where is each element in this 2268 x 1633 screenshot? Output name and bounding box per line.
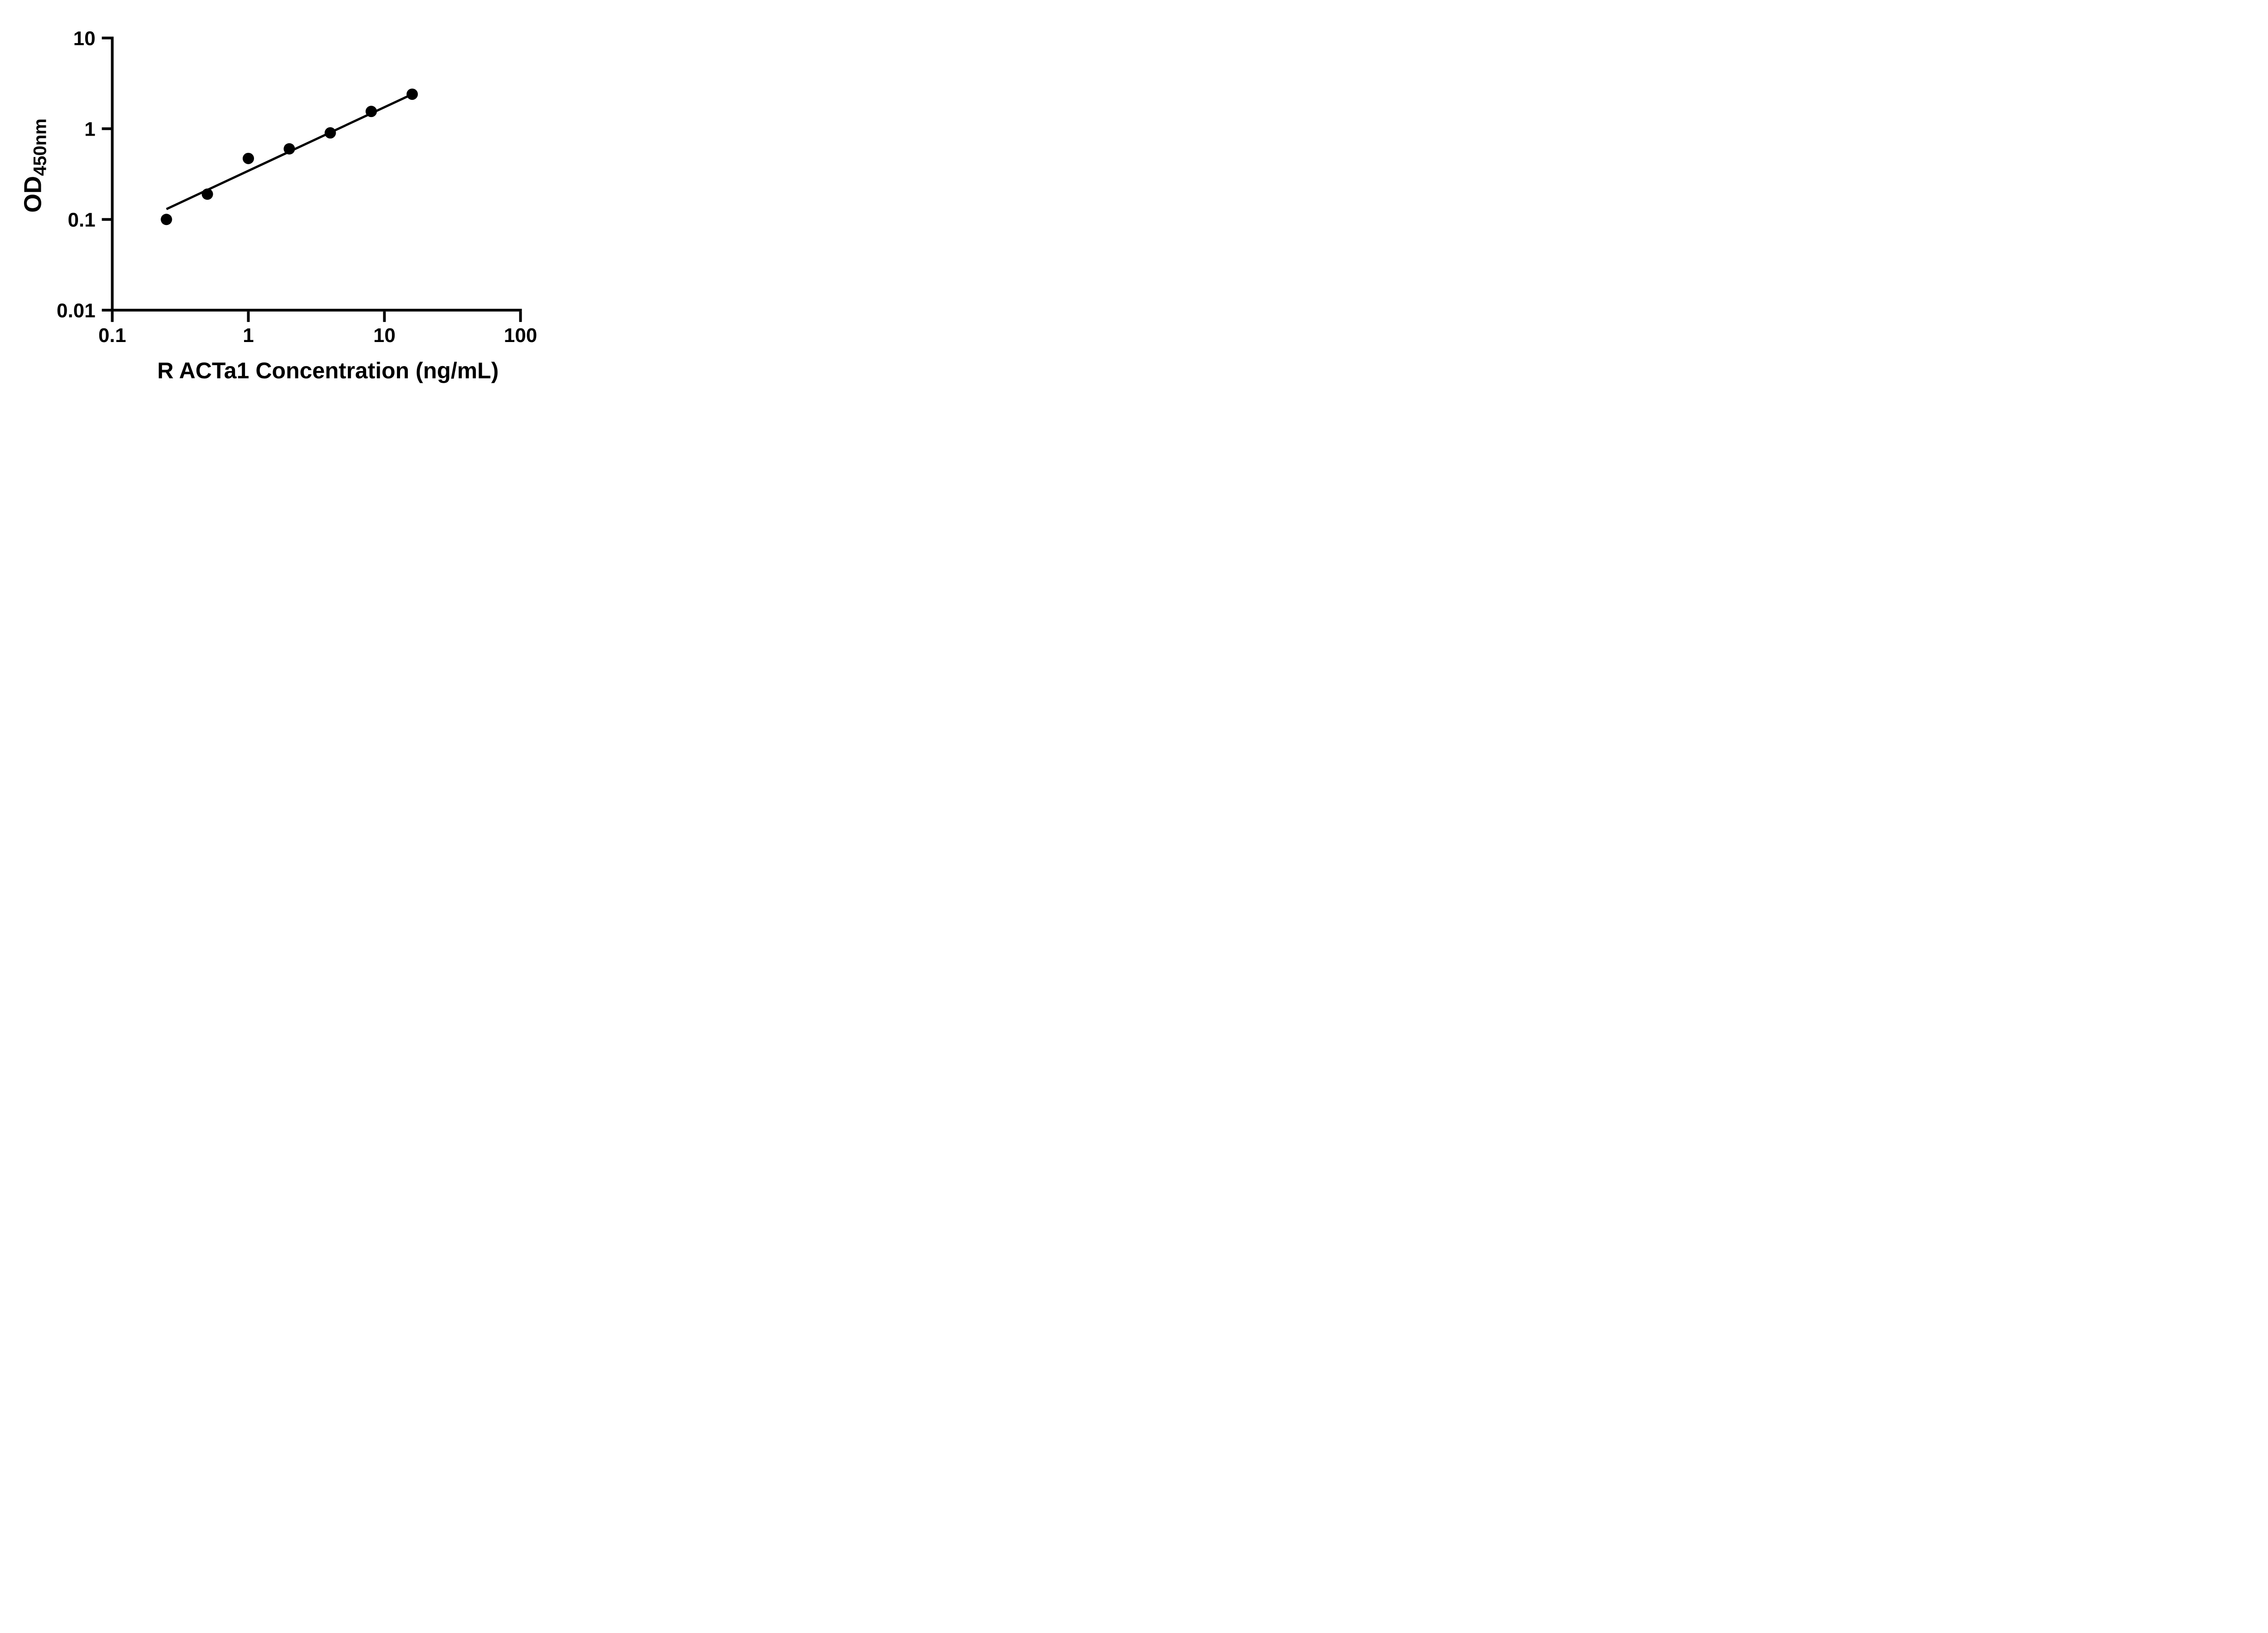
- y-tick: [102, 127, 111, 130]
- y-tick-label: 0.1: [68, 209, 95, 231]
- data-point: [284, 143, 295, 155]
- data-point: [365, 106, 377, 117]
- x-tick-label: 100: [504, 324, 537, 347]
- x-tick-label: 1: [243, 324, 254, 347]
- y-tick: [102, 218, 111, 221]
- data-point: [406, 88, 418, 100]
- x-tick: [383, 311, 386, 322]
- x-tick: [519, 311, 522, 322]
- x-tick: [111, 311, 114, 322]
- y-tick: [102, 36, 111, 39]
- y-tick-label: 0.01: [57, 299, 96, 322]
- x-tick-label: 10: [373, 324, 396, 347]
- y-tick-label: 10: [73, 27, 96, 49]
- x-tick: [247, 311, 250, 322]
- data-point: [324, 127, 336, 139]
- x-axis-spine: [111, 308, 522, 312]
- y-tick-label: 1: [84, 118, 95, 140]
- x-tick-label: 0.1: [98, 324, 126, 347]
- data-point: [161, 214, 172, 225]
- y-axis-title-subscript: 450nm: [30, 118, 50, 176]
- y-axis-spine: [111, 36, 114, 312]
- y-tick: [102, 308, 111, 312]
- data-point: [201, 188, 213, 200]
- y-axis-title-main: OD: [19, 176, 47, 213]
- y-axis-title: OD450nm: [19, 118, 50, 213]
- elisa-standard-curve-figure: 10 1 0.1 0.01 0.1 1 10 100 OD450nm R ACTa1 Conc…: [0, 0, 583, 408]
- x-axis-title: R ACTa1 Concentration (ng/mL): [157, 358, 499, 383]
- data-point: [243, 152, 254, 164]
